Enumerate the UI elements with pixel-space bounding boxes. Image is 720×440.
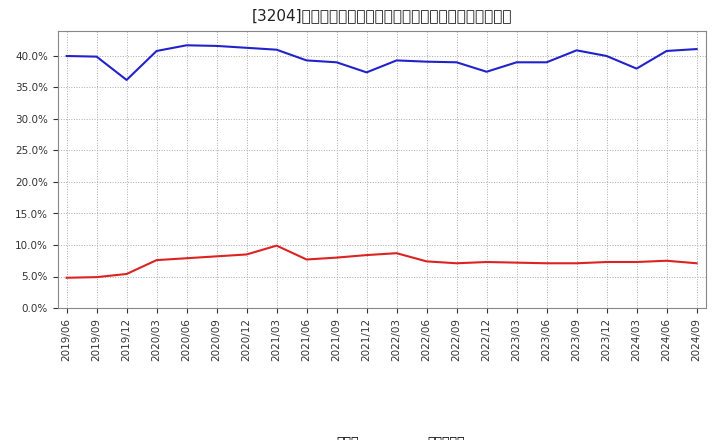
Line: 現鄲金: 現鄲金 <box>66 246 697 278</box>
Line: 有利子負債: 有利子負債 <box>66 45 697 80</box>
現鄲金 <box>662 258 671 264</box>
有利子負債 <box>272 47 281 52</box>
現鄲金 <box>153 257 161 263</box>
現鄲金 <box>542 260 551 266</box>
有利子負債 <box>452 60 461 65</box>
現鄲金 <box>272 243 281 248</box>
有利子負債 <box>212 43 221 48</box>
有利子負債 <box>333 60 341 65</box>
現鄲金 <box>212 254 221 259</box>
現鄲金 <box>602 259 611 264</box>
現鄲金 <box>182 256 191 261</box>
現鄲金 <box>242 252 251 257</box>
現鄲金 <box>452 260 461 266</box>
現鄲金 <box>392 250 401 256</box>
現鄲金 <box>333 255 341 260</box>
有利子負債 <box>422 59 431 64</box>
Title: [3204]　現鄲金、有利子負債の総資産に対する比率の推移: [3204] 現鄲金、有利子負債の総資産に対する比率の推移 <box>251 7 512 23</box>
有利子負債 <box>662 48 671 54</box>
現鄲金 <box>482 259 491 264</box>
現鄲金 <box>362 253 371 258</box>
有利子負債 <box>482 69 491 74</box>
有利子負債 <box>632 66 641 71</box>
有利子負債 <box>542 60 551 65</box>
有利子負債 <box>242 45 251 51</box>
有利子負債 <box>602 53 611 59</box>
有利子負債 <box>92 54 101 59</box>
有利子負債 <box>153 48 161 54</box>
現鄲金 <box>422 259 431 264</box>
現鄲金 <box>122 271 131 277</box>
現鄲金 <box>62 275 71 280</box>
現鄲金 <box>572 260 581 266</box>
現鄲金 <box>92 275 101 280</box>
現鄲金 <box>632 259 641 264</box>
現鄲金 <box>513 260 521 265</box>
有利子負債 <box>693 47 701 52</box>
有利子負債 <box>513 60 521 65</box>
有利子負債 <box>572 48 581 53</box>
有利子負債 <box>302 58 311 63</box>
現鄲金 <box>302 257 311 262</box>
現鄲金 <box>693 260 701 266</box>
有利子負債 <box>62 53 71 59</box>
有利子負債 <box>362 70 371 75</box>
有利子負債 <box>392 58 401 63</box>
Legend: 現鄲金, 有利子負債: 現鄲金, 有利子負債 <box>294 431 469 440</box>
有利子負債 <box>182 43 191 48</box>
有利子負債 <box>122 77 131 83</box>
